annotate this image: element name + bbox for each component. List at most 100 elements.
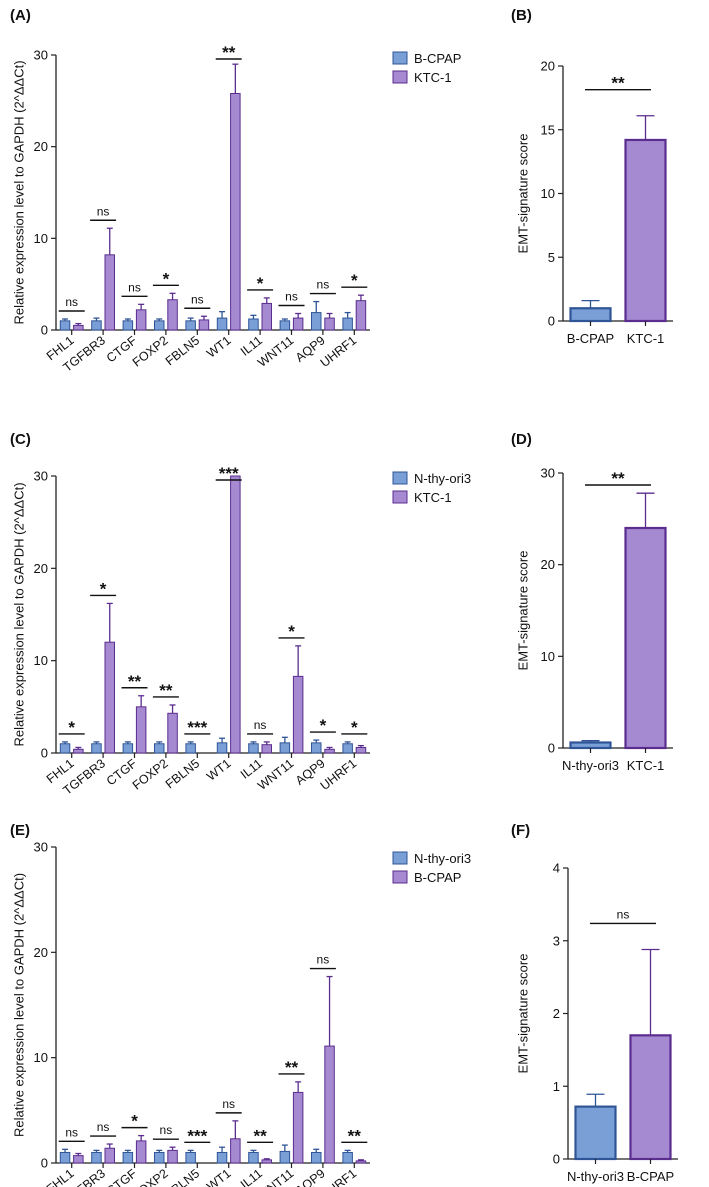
legend-label: KTC-1 [414, 490, 452, 505]
significance-label: * [288, 622, 295, 641]
bar-ktc-1 [261, 302, 272, 331]
significance-label: ** [159, 681, 173, 700]
significance-label: ** [611, 74, 625, 93]
bar-ktc-1 [355, 300, 367, 331]
bar-n-thy-ori3 [248, 1151, 259, 1164]
bar-b-cpap [91, 320, 102, 331]
bar-ktc-1 [261, 744, 272, 754]
x-category-label: WT1 [204, 1166, 233, 1187]
significance-label: ns [254, 718, 267, 732]
bar-ktc-1 [104, 641, 115, 754]
bar-n-thy-ori3 [91, 743, 102, 754]
significance-label: *** [219, 464, 239, 483]
y-tick-label: 30 [34, 840, 48, 855]
y-tick-label: 0 [41, 323, 48, 338]
bar-b-cpap [279, 320, 291, 331]
y-tick-label: 20 [541, 59, 555, 74]
bar-ktc-1 [624, 138, 667, 323]
legend: N-thy-ori3 KTC-1 [392, 471, 471, 505]
bar-b-cpap [167, 1149, 178, 1164]
legend-swatch [392, 471, 408, 485]
x-category-label: WT1 [204, 333, 233, 360]
significance-label: * [100, 579, 107, 598]
bar-b-cpap [355, 1160, 367, 1164]
x-category-label: WNT11 [255, 756, 296, 793]
significance-label: ns [317, 953, 330, 967]
bar-n-thy-ori3 [122, 1151, 134, 1164]
bar-ktc-1 [624, 526, 667, 750]
bar-ktc-1 [167, 712, 178, 754]
panel-c: (C) 0 10 20 30 Relative expression level to G… [10, 431, 471, 798]
panel-label: (C) [10, 431, 31, 448]
y-tick-label: 5 [548, 250, 555, 265]
legend: N-thy-ori3 B-CPAP [392, 851, 471, 885]
y-tick-label: 10 [541, 186, 555, 201]
bar-ktc-1 [135, 706, 147, 754]
bar-n-thy-ori3 [185, 743, 196, 754]
significance-label: ns [97, 204, 110, 218]
bar-n-thy-ori3 [574, 1105, 617, 1161]
bar-n-thy-ori3 [216, 742, 228, 754]
panel-label: (E) [10, 822, 30, 839]
bar-n-thy-ori3 [342, 1151, 353, 1164]
legend-swatch [392, 851, 408, 865]
x-category-label: N-thy-ori3 [567, 1169, 624, 1184]
bar-b-cpap [216, 317, 228, 331]
bar-ktc-1 [230, 93, 241, 331]
significance-label: *** [187, 1126, 207, 1145]
legend-label: B-CPAP [414, 51, 461, 66]
y-axis-title: EMT-signature score [516, 954, 531, 1074]
bar-ktc-1 [73, 324, 84, 331]
y-tick-label: 20 [34, 945, 48, 960]
bar-b-cpap [311, 312, 322, 331]
significance-label: * [351, 718, 358, 737]
x-category-label: B-CPAP [567, 331, 614, 346]
x-category-label: KTC-1 [627, 331, 665, 346]
x-category-label: B-CPAP [627, 1169, 674, 1184]
significance-label: ** [222, 43, 236, 62]
y-tick-label: 30 [34, 48, 48, 63]
significance-label: ns [160, 1123, 173, 1137]
bar-n-thy-ori3 [311, 1151, 322, 1164]
bar-b-cpap [185, 320, 196, 331]
bar-b-cpap [154, 320, 165, 331]
x-category-label: AQP9 [293, 1166, 328, 1187]
y-tick-label: 10 [34, 653, 48, 668]
x-category-label: UHRF1 [318, 333, 359, 370]
bar-n-thy-ori3 [311, 742, 322, 754]
bar-ktc-1 [167, 299, 178, 331]
y-tick-label: 20 [34, 561, 48, 576]
y-tick-label: 0 [548, 314, 555, 329]
panel-label: (D) [511, 431, 532, 448]
y-tick-label: 1 [553, 1079, 560, 1094]
bar-ktc-1 [135, 309, 147, 331]
bar-b-cpap [230, 1138, 241, 1164]
significance-label: ns [65, 1125, 78, 1139]
y-tick-label: 15 [541, 122, 555, 137]
x-category-label: WNT11 [255, 333, 296, 370]
significance-label: * [257, 274, 264, 293]
bar-n-thy-ori3 [91, 1151, 102, 1164]
x-category-label: UHRF1 [318, 756, 359, 793]
panel-f: (F) 0 1 2 3 4 EMT-signature score N-thy-ori3 B-C… [511, 822, 678, 1184]
x-category-label: CTGF [104, 1166, 140, 1187]
legend-label: N-thy-ori3 [414, 471, 471, 486]
y-tick-label: 10 [34, 231, 48, 246]
panel-b: (B) 0 5 10 15 20 EMT-signature score B-CPAP KTC-… [511, 7, 673, 346]
bar-ktc-1 [324, 748, 335, 754]
x-category-label: FOXP2 [130, 756, 171, 792]
y-tick-label: 0 [548, 741, 555, 756]
bar-n-thy-ori3 [154, 1151, 165, 1164]
bar-n-thy-ori3 [122, 743, 134, 754]
bar-b-cpap [135, 1140, 147, 1164]
significance-label: ** [348, 1126, 362, 1145]
significance-label: * [320, 716, 327, 735]
y-tick-label: 3 [553, 933, 560, 948]
x-category-label: FOXP2 [130, 333, 171, 369]
bar-ktc-1 [230, 475, 241, 754]
significance-label: ns [617, 907, 630, 921]
bar-b-cpap [324, 1045, 335, 1164]
panel-e: (E) 0 10 20 30 Relative expression level to G… [10, 822, 471, 1187]
panel-label: (A) [10, 7, 31, 24]
y-tick-label: 20 [34, 139, 48, 154]
